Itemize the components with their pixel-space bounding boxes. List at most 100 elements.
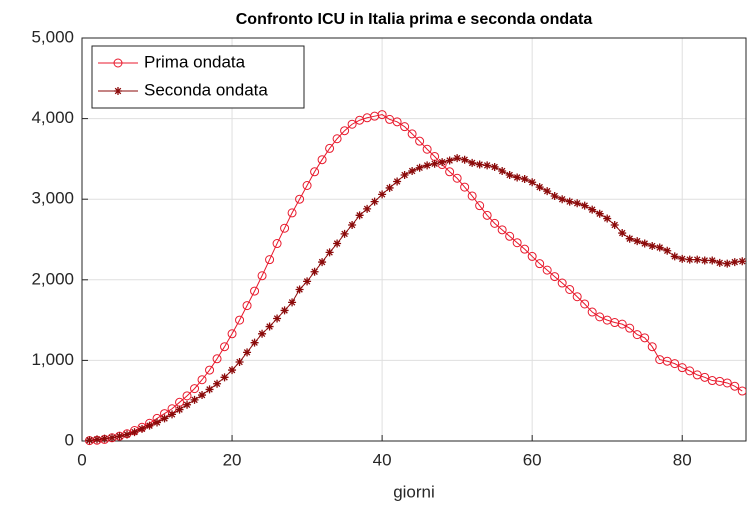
marker: [423, 161, 432, 170]
x-tick-label: 40: [373, 450, 392, 469]
marker: [113, 58, 123, 68]
y-tick-label: 2,000: [31, 269, 74, 288]
x-axis-label: giorni: [393, 482, 435, 501]
marker: [273, 314, 282, 323]
marker: [603, 214, 612, 223]
marker: [212, 354, 222, 364]
marker: [227, 329, 237, 339]
plot-area: [85, 110, 746, 446]
marker: [460, 182, 470, 192]
marker: [114, 87, 122, 95]
marker: [108, 433, 117, 442]
marker: [235, 358, 244, 367]
marker: [580, 299, 590, 309]
marker: [737, 386, 746, 396]
y-tick-label: 5,000: [31, 27, 74, 46]
marker: [272, 239, 282, 249]
marker: [580, 201, 589, 210]
marker: [85, 436, 94, 445]
marker: [123, 430, 132, 439]
marker: [505, 231, 515, 241]
marker: [280, 306, 289, 315]
x-tick-label: 20: [223, 450, 242, 469]
marker: [213, 379, 222, 388]
marker: [670, 359, 680, 369]
marker: [625, 234, 634, 243]
marker: [617, 319, 627, 329]
marker: [445, 156, 454, 165]
marker: [648, 241, 657, 250]
marker: [265, 322, 274, 331]
marker: [302, 180, 312, 190]
marker: [407, 129, 417, 139]
marker: [340, 229, 349, 238]
marker: [93, 435, 102, 444]
marker: [430, 159, 439, 168]
series-line: [89, 157, 743, 441]
legend-box: [91, 45, 305, 109]
marker: [738, 257, 746, 266]
marker: [378, 190, 387, 199]
marker: [550, 272, 560, 282]
marker: [250, 286, 260, 296]
marker: [528, 178, 537, 187]
marker: [377, 110, 387, 120]
marker: [513, 173, 522, 182]
marker: [280, 223, 290, 233]
x-tick-label: 60: [523, 450, 542, 469]
marker: [310, 167, 320, 177]
marker: [543, 187, 552, 196]
marker: [138, 424, 147, 433]
marker: [572, 292, 582, 302]
marker: [153, 418, 162, 427]
marker: [220, 342, 230, 352]
marker: [723, 259, 732, 268]
plot-frame: [81, 37, 747, 442]
marker: [722, 378, 732, 388]
marker: [295, 194, 305, 204]
marker: [663, 246, 672, 255]
marker: [265, 255, 275, 265]
marker: [595, 209, 604, 218]
marker: [400, 171, 409, 180]
marker: [197, 375, 207, 385]
legend-label: Prima ondata: [144, 52, 246, 71]
marker: [175, 405, 184, 414]
marker: [205, 385, 214, 394]
marker: [542, 265, 552, 275]
marker: [685, 366, 695, 376]
marker: [527, 251, 537, 261]
marker: [535, 183, 544, 192]
marker: [715, 258, 724, 267]
marker: [355, 211, 364, 220]
marker: [325, 143, 335, 153]
marker: [468, 158, 477, 167]
marker: [130, 428, 139, 437]
marker: [385, 183, 394, 192]
marker: [445, 167, 455, 177]
marker: [408, 166, 417, 175]
marker: [182, 391, 192, 401]
marker: [160, 414, 169, 423]
marker: [550, 191, 559, 200]
marker: [490, 162, 499, 171]
marker: [610, 220, 619, 229]
marker: [145, 421, 154, 430]
marker: [250, 338, 259, 347]
marker: [490, 218, 500, 228]
y-tick-label: 4,000: [31, 108, 74, 127]
marker: [512, 238, 522, 248]
marker: [535, 259, 545, 269]
marker: [348, 220, 357, 229]
marker: [183, 400, 192, 409]
marker: [333, 239, 342, 248]
marker: [220, 373, 229, 382]
marker: [317, 155, 327, 165]
marker: [310, 267, 319, 276]
marker: [467, 191, 477, 201]
marker: [640, 239, 649, 248]
marker: [730, 381, 740, 391]
marker: [303, 277, 312, 286]
marker: [460, 155, 469, 164]
